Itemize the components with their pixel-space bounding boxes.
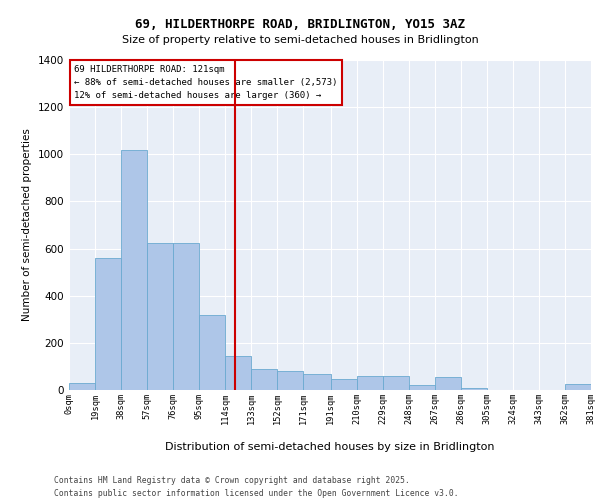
Bar <box>277 371 303 390</box>
Bar <box>199 314 225 390</box>
Bar <box>383 376 409 390</box>
Bar <box>565 384 591 390</box>
Bar <box>331 380 357 390</box>
Bar <box>303 374 331 390</box>
Bar <box>435 377 461 390</box>
Bar <box>173 242 199 390</box>
Bar <box>69 383 95 390</box>
Bar <box>357 376 383 390</box>
Text: Distribution of semi-detached houses by size in Bridlington: Distribution of semi-detached houses by … <box>165 442 495 452</box>
Bar <box>225 356 251 390</box>
Bar <box>251 369 277 390</box>
Bar <box>409 386 435 390</box>
Bar <box>95 258 121 390</box>
Bar <box>147 242 173 390</box>
Text: Size of property relative to semi-detached houses in Bridlington: Size of property relative to semi-detach… <box>122 35 478 45</box>
Text: Contains HM Land Registry data © Crown copyright and database right 2025.
Contai: Contains HM Land Registry data © Crown c… <box>54 476 458 498</box>
Text: 69 HILDERTHORPE ROAD: 121sqm
← 88% of semi-detached houses are smaller (2,573)
1: 69 HILDERTHORPE ROAD: 121sqm ← 88% of se… <box>74 65 338 100</box>
Text: 69, HILDERTHORPE ROAD, BRIDLINGTON, YO15 3AZ: 69, HILDERTHORPE ROAD, BRIDLINGTON, YO15… <box>135 18 465 30</box>
Y-axis label: Number of semi-detached properties: Number of semi-detached properties <box>22 128 32 322</box>
Bar <box>461 388 487 390</box>
Bar <box>121 150 147 390</box>
